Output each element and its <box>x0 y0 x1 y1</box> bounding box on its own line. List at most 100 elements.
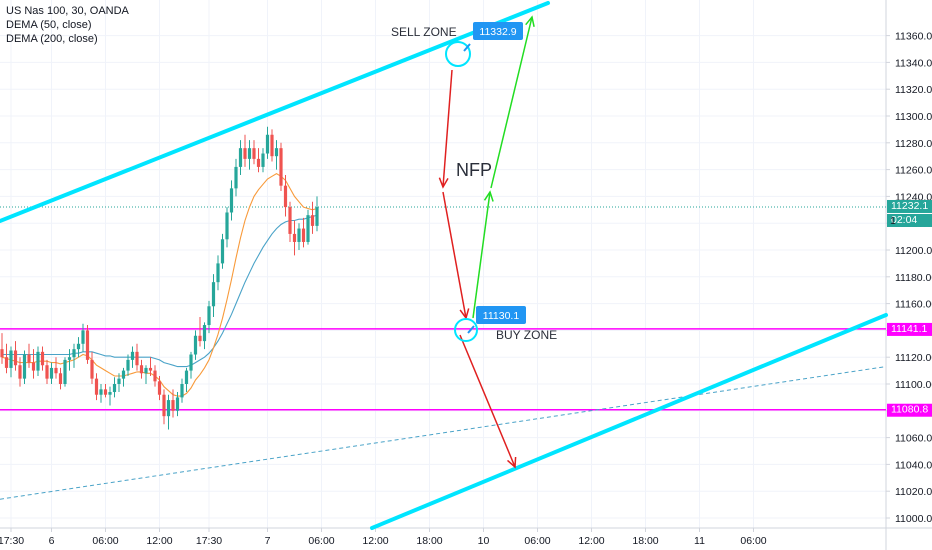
candle-body <box>180 384 184 398</box>
legend-symbol: US Nas 100, 30, OANDA <box>6 5 129 17</box>
y-tick-label: 11160.00 <box>895 299 932 311</box>
candle-body <box>58 373 63 384</box>
candle-body <box>211 282 216 307</box>
x-tick-label: 06:00 <box>524 535 550 547</box>
y-tick-label: 11000.00 <box>895 513 932 525</box>
candle-body <box>220 239 225 264</box>
y-tick-label: 11200.00 <box>895 245 932 257</box>
channel-upper-line[interactable] <box>0 1 550 223</box>
candle-body <box>63 359 67 384</box>
range-bottom-tag-text: 11080.8 <box>891 404 928 416</box>
candle-body <box>261 153 265 167</box>
nfp-label: NFP <box>456 160 492 180</box>
x-tick-label: 06:00 <box>740 535 766 547</box>
candle-body <box>256 158 261 167</box>
candle-body <box>229 188 234 213</box>
current-price-tag-text: 11232.1 <box>891 200 928 212</box>
sell-zone-label: SELL ZONE <box>391 25 457 39</box>
candle-body <box>234 166 238 189</box>
candle-body <box>72 349 76 358</box>
candle-body <box>54 367 58 374</box>
candle-body <box>81 330 85 344</box>
x-tick-label: 6 <box>49 535 55 547</box>
arrow-up-from-buy-zone[interactable] <box>472 191 491 319</box>
current-price-tag-bg <box>887 199 932 213</box>
candle-body <box>171 400 175 411</box>
candle-body <box>94 378 99 395</box>
candle-body <box>135 351 139 366</box>
buy-price-callout-bg[interactable] <box>476 306 526 324</box>
sell-price-callout-bg[interactable] <box>473 22 523 40</box>
candle-body <box>162 394 166 417</box>
partial-tick-label: 1 <box>890 215 896 227</box>
x-tick-label: 7 <box>265 535 271 547</box>
candle-body <box>40 351 45 366</box>
x-tick-label: 10 <box>478 535 490 547</box>
candle-body <box>184 370 189 384</box>
candle-body <box>27 354 31 363</box>
candle-body <box>99 389 103 395</box>
candle-body <box>45 365 49 379</box>
candle-body <box>22 354 27 379</box>
candle-body <box>112 384 117 393</box>
candle-body <box>301 228 306 242</box>
arrow-down-to-lower-channel[interactable] <box>459 334 516 468</box>
candle-body <box>198 335 202 342</box>
candle-body <box>144 367 148 374</box>
y-tick-label: 11180.00 <box>895 272 932 284</box>
buy-price-callout-text: 11130.1 <box>483 310 520 322</box>
legend: US Nas 100, 30, OANDA DEMA (50, close) D… <box>6 4 129 46</box>
x-tick-label: 06:00 <box>92 535 118 547</box>
candle-body <box>166 400 171 417</box>
channel-lower-line[interactable] <box>370 313 888 530</box>
x-tick-label: 17:30 <box>196 535 222 547</box>
legend-dema-50: DEMA (50, close) <box>6 19 92 31</box>
candle-body <box>67 357 72 360</box>
candle-body <box>18 365 22 379</box>
candle-body <box>90 359 94 379</box>
countdown-tag-bg <box>887 213 932 227</box>
y-tick-label: 11060.00 <box>895 433 932 445</box>
candle-body <box>31 362 36 371</box>
dashed-trendline[interactable] <box>0 366 887 500</box>
candle-body <box>153 370 157 382</box>
candle-body <box>85 330 90 360</box>
candle-body <box>117 378 121 384</box>
candle-body <box>297 228 301 242</box>
candle-body <box>216 263 220 283</box>
buy-zone-circle[interactable] <box>454 318 478 342</box>
arrow-down-to-lower-channel-head <box>507 456 517 469</box>
candle-body <box>202 325 207 342</box>
sell-zone-circle[interactable] <box>445 41 471 67</box>
y-tick-label: 11020.00 <box>895 486 932 498</box>
candle-body <box>189 354 193 371</box>
candle-body <box>103 389 108 395</box>
y-tick-label: 11100.00 <box>895 379 932 391</box>
x-tick-label: 12:00 <box>362 535 388 547</box>
x-tick-label: 17:30 <box>0 535 24 547</box>
candle-body <box>157 381 162 395</box>
candle-body <box>315 207 319 226</box>
arrow-down-to-buy-zone[interactable] <box>442 191 467 319</box>
candle-body <box>175 397 180 411</box>
arrow-down-to-nfp[interactable] <box>442 69 453 188</box>
buy-callout-pointer <box>467 325 475 334</box>
candle-body <box>13 350 18 366</box>
candle-body <box>279 148 283 186</box>
arrow-down-to-nfp-head <box>438 177 449 189</box>
range-bottom-tag-bg <box>887 403 932 417</box>
arrow-up-to-upper-channel[interactable] <box>490 16 533 189</box>
y-tick-label: 11280.00 <box>895 138 932 150</box>
y-tick-label: 11040.00 <box>895 459 932 471</box>
candle-body <box>225 212 229 240</box>
candle-body <box>292 233 297 242</box>
candle-body <box>243 148 247 159</box>
candle-body <box>252 148 256 159</box>
legend-dema-200: DEMA (200, close) <box>6 33 98 45</box>
y-tick-label: 11260.00 <box>895 165 932 177</box>
candle-body <box>0 349 4 358</box>
candle-body <box>36 351 40 371</box>
x-tick-label: 12:00 <box>146 535 172 547</box>
